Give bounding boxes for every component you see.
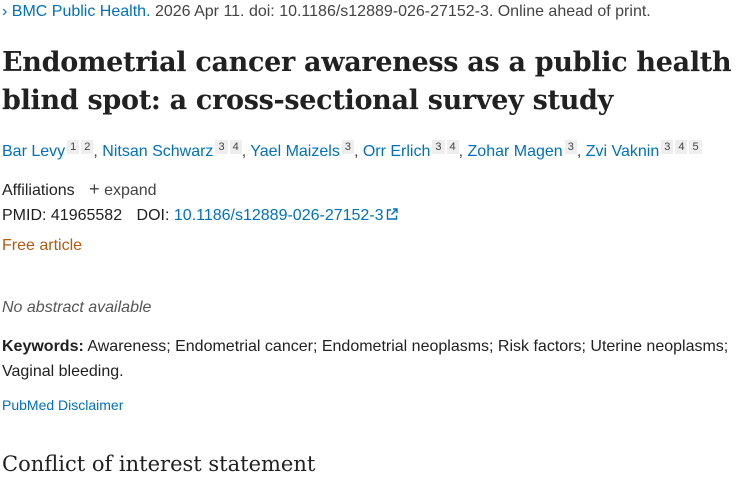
affiliation-ref[interactable]: 4 (229, 140, 242, 154)
pmid-label: PMID: (2, 207, 47, 224)
separator: , (353, 143, 363, 160)
keywords: Keywords: Awareness; Endometrial cancer;… (2, 334, 747, 384)
author-link[interactable]: Zvi Vaknin (585, 143, 660, 160)
doi-value: 10.1186/s12889-026-27152-3 (173, 207, 384, 224)
separator: , (458, 143, 468, 160)
affiliations-label: Affiliations (2, 182, 75, 199)
citation-line: › BMC Public Health. 2026 Apr 11. doi: 1… (2, 3, 651, 21)
affiliation-ref[interactable]: 4 (675, 140, 688, 154)
identifiers: PMID: 41965582 DOI: 10.1186/s12889-026-2… (2, 207, 398, 225)
affiliations-expand-button[interactable]: + expand (89, 179, 157, 199)
affiliation-ref[interactable]: 5 (689, 140, 702, 154)
external-link-icon (386, 208, 398, 220)
free-article-badge: Free article (2, 237, 83, 254)
conflict-of-interest-heading: Conflict of interest statement (2, 452, 316, 476)
affiliation-ref[interactable]: 3 (661, 140, 674, 154)
affiliation-ref[interactable]: 3 (432, 140, 445, 154)
author-link[interactable]: Yael Maizels (250, 143, 340, 160)
author-list: Bar Levy 1 2, Nitsan Schwarz 3 4, Yael Maize… (2, 140, 702, 161)
affiliation-ref[interactable]: 2 (81, 140, 94, 154)
author-link[interactable]: Bar Levy (2, 143, 66, 160)
author-link[interactable]: Nitsan Schwarz (102, 143, 214, 160)
keywords-text: Awareness; Endometrial cancer; Endometri… (2, 338, 729, 380)
page-title: Endometrial cancer awareness as a public… (2, 47, 732, 116)
separator: , (241, 143, 251, 160)
expand-label: expand (104, 182, 157, 199)
separator: , (93, 143, 103, 160)
affiliation-ref[interactable]: 3 (564, 140, 577, 154)
affiliation-ref[interactable]: 1 (67, 140, 80, 154)
plus-icon: + (89, 179, 100, 199)
chevron-right-icon: › (2, 3, 8, 20)
affiliation-ref[interactable]: 3 (215, 140, 228, 154)
pmid-value: 41965582 (50, 207, 123, 224)
doi-label: DOI: (136, 207, 170, 224)
affiliation-ref[interactable]: 4 (446, 140, 459, 154)
journal-link[interactable]: BMC Public Health. (11, 3, 151, 20)
affiliations-row: Affiliations + expand (2, 179, 157, 200)
keywords-label: Keywords: (2, 338, 84, 355)
author-link[interactable]: Orr Erlich (362, 143, 431, 160)
doi-link[interactable]: 10.1186/s12889-026-27152-3 (174, 207, 398, 224)
separator: , (576, 143, 586, 160)
affiliation-ref[interactable]: 3 (341, 140, 354, 154)
citation-details: 2026 Apr 11. doi: 10.1186/s12889-026-271… (150, 3, 651, 20)
pubmed-disclaimer-link[interactable]: PubMed Disclaimer (2, 397, 124, 413)
no-abstract-note: No abstract available (2, 299, 152, 316)
author-link[interactable]: Zohar Magen (467, 143, 563, 160)
